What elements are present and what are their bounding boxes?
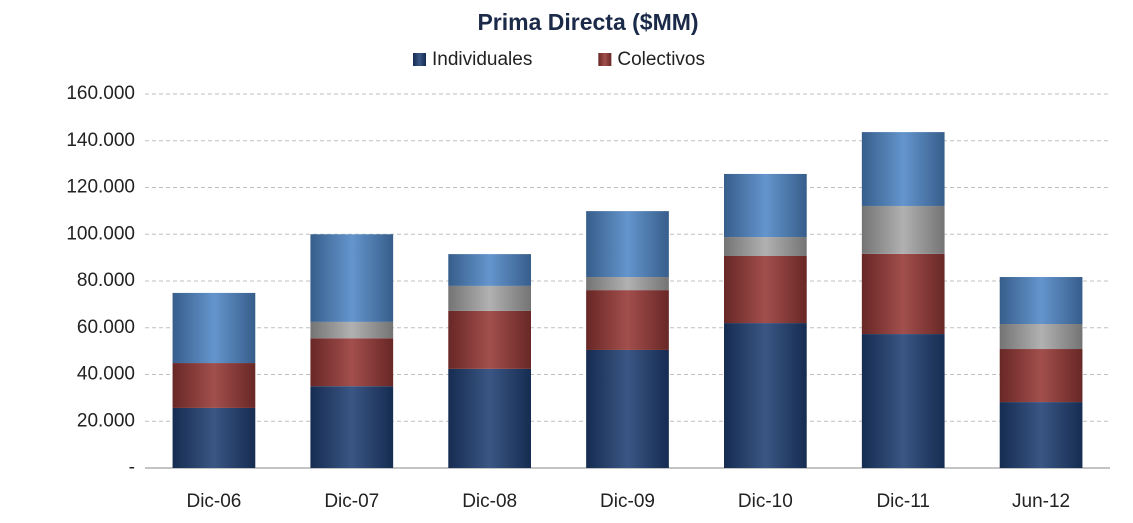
legend-swatch — [598, 53, 612, 66]
y-tick-label: - — [129, 457, 135, 478]
bar-segment — [310, 234, 394, 322]
y-tick-label: 160.000 — [66, 83, 135, 104]
y-tick-label: 140.000 — [66, 130, 135, 151]
bar-segment — [448, 310, 531, 369]
bar-segment — [172, 292, 256, 364]
y-tick-label: 80.000 — [77, 270, 135, 291]
bar-segment — [310, 338, 394, 387]
x-tick-label: Dic-06 — [186, 491, 241, 512]
bar-segment — [310, 386, 394, 468]
bar-segment — [310, 321, 394, 339]
bar-segment — [724, 255, 807, 324]
x-tick-label: Dic-09 — [600, 491, 655, 512]
bar-segment — [999, 349, 1083, 403]
bar-segment — [448, 254, 531, 286]
bar-segment — [999, 402, 1083, 468]
bar-segment — [999, 277, 1083, 325]
y-tick-label: 40.000 — [77, 364, 135, 385]
x-tick-label: Jun-12 — [1012, 491, 1070, 512]
x-tick-label: Dic-11 — [876, 491, 930, 512]
bar-segment — [999, 324, 1083, 350]
bar-segment — [586, 349, 669, 468]
legend-label: Colectivos — [617, 49, 705, 70]
bar-segment — [861, 253, 945, 335]
bar-segment — [724, 323, 807, 468]
bar-segment — [448, 368, 531, 468]
y-tick-label: 20.000 — [77, 410, 135, 431]
bar-segment — [861, 205, 945, 254]
bar-segment — [861, 132, 945, 206]
x-tick-label: Dic-10 — [738, 491, 793, 512]
bar-segment — [586, 290, 669, 350]
bar-segment — [724, 237, 807, 256]
legend-label: Individuales — [432, 49, 532, 70]
y-tick-label: 60.000 — [77, 317, 135, 338]
x-tick-label: Dic-07 — [324, 491, 379, 512]
bar-segment — [724, 173, 807, 238]
y-tick-label: 120.000 — [66, 177, 135, 198]
legend-swatch — [413, 53, 426, 66]
bar-segment — [861, 334, 945, 468]
bar-segment — [172, 407, 256, 468]
x-tick-label: Dic-08 — [462, 491, 517, 512]
bar-segment — [586, 211, 669, 278]
bar-segment — [448, 285, 531, 311]
bar-segment — [586, 277, 669, 291]
y-tick-label: 100.000 — [66, 223, 135, 244]
bar-segment — [172, 363, 256, 408]
chart-title: Prima Directa ($MM) — [477, 9, 698, 35]
